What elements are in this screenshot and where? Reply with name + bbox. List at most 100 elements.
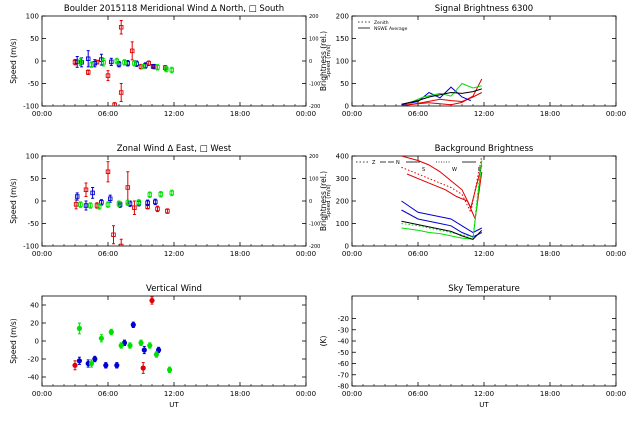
background-plot-area — [401, 156, 483, 240]
vertical-point-red — [149, 297, 155, 304]
background-title: Background Brightness — [435, 144, 534, 154]
zonal-xtick-label: 18:00 — [230, 250, 250, 258]
zonal-point-red — [118, 243, 124, 246]
zonal-ytick-label: -50 — [28, 220, 39, 228]
vertical-point-blue — [114, 362, 120, 368]
vertical-point-blue — [103, 362, 109, 368]
meridional-ytick-right-label: -200 — [309, 104, 320, 110]
vertical-plot-area — [72, 296, 173, 374]
meridional-ytick-right-label: 0 — [309, 59, 312, 65]
zonal-point-green — [125, 200, 131, 206]
meridional-xtick-label: 00:00 — [32, 110, 52, 118]
signal-xtick-label: 06:00 — [408, 110, 428, 118]
meridional-title: Boulder 2015118 Meridional Wind ∆ North,… — [64, 4, 284, 14]
meridional-point-red — [85, 69, 91, 75]
meridional-xtick-label: 12:00 — [164, 110, 184, 118]
zonal-plot-area — [73, 161, 175, 246]
meridional-point-blue — [109, 59, 114, 65]
vertical-ylabel: Speed (m/s) — [9, 318, 18, 364]
meridional-point-green — [169, 67, 175, 73]
signal-ytick-label: 150 — [336, 35, 349, 43]
zonal-point-blue — [83, 203, 89, 208]
signal-plot-area — [401, 78, 483, 106]
zonal-point-green — [96, 204, 102, 209]
sky-ytick-label: -40 — [338, 338, 349, 346]
meridional-point-red — [105, 73, 111, 78]
vertical-point-green — [76, 325, 82, 331]
background-series-black — [401, 220, 483, 240]
meridional-chart: Boulder 2015118 Meridional Wind ∆ North,… — [9, 4, 332, 118]
sky-ytick-label: -30 — [338, 326, 349, 334]
meridional-ytick-label: -100 — [23, 103, 39, 111]
meridional-point-red — [118, 25, 124, 30]
background-plot-frame — [351, 155, 617, 247]
meridional-ytick-right-label: -100 — [309, 82, 320, 88]
meridional-point-green — [122, 60, 127, 65]
meridional-point-blue — [85, 56, 91, 62]
vertical-xtick-label: 18:00 — [230, 390, 250, 398]
vertical-point-green — [127, 342, 133, 349]
background-series-red1 — [401, 156, 483, 210]
zonal-point-red — [83, 187, 89, 192]
background-series-blue1 — [401, 200, 483, 234]
signal-series-blue — [401, 86, 471, 106]
meridional-point-blue — [150, 64, 156, 69]
zonal-ytick-right-label: 100 — [309, 177, 319, 183]
zonal-point-red — [111, 232, 116, 237]
vertical-xlabel: UT — [169, 401, 179, 409]
meridional-ytick-label: 50 — [30, 35, 39, 43]
vertical-ytick-label: 40 — [30, 302, 39, 310]
meridional-plot-area — [72, 20, 175, 106]
signal-xtick-label: 18:00 — [540, 110, 560, 118]
meridional-point-green — [164, 66, 169, 72]
vertical-ytick-label: 20 — [30, 320, 39, 328]
vertical-point-green — [88, 360, 95, 367]
vertical-xtick-label: 00:00 — [296, 390, 316, 398]
vertical-point-blue — [141, 347, 147, 353]
meridional-ytick-right-label: 100 — [309, 37, 319, 43]
sky-xtick-label: 00:00 — [606, 390, 626, 398]
vertical-point-blue — [76, 358, 82, 364]
vertical-chart: Vertical Wind 00:00 06:00 12:00 18:00 00:00 -4… — [9, 284, 316, 409]
zonal-point-green — [158, 191, 164, 197]
background-series-red3 — [406, 171, 483, 221]
background-legend-letter-n: N — [396, 160, 400, 166]
meridional-point-red — [129, 48, 135, 54]
background-ytick-label: 200 — [336, 198, 349, 206]
zonal-xtick-label: 12:00 — [164, 250, 184, 258]
vertical-point-green — [108, 329, 114, 335]
sky-title: Sky Temperature — [448, 284, 520, 294]
background-legend-letter-e: E — [478, 167, 481, 173]
zonal-ytick-label: 100 — [26, 153, 39, 161]
zonal-xtick-label: 00:00 — [32, 250, 52, 258]
background-xtick-label: 00:00 — [342, 250, 362, 258]
sky-plot-frame — [351, 295, 617, 387]
zonal-plot-frame — [41, 155, 307, 247]
meridional-point-blue — [79, 60, 84, 65]
vertical-point-green — [98, 335, 104, 341]
sky-ytick-label: -70 — [338, 371, 349, 379]
sky-xtick-label: 06:00 — [408, 390, 428, 398]
vertical-xtick-label: 00:00 — [32, 390, 52, 398]
sky-ytick-label: -50 — [338, 349, 349, 357]
background-ytick-label: 300 — [336, 175, 349, 183]
meridional-xtick-label: 00:00 — [296, 110, 316, 118]
background-legend-letter-z: Z — [372, 160, 376, 166]
signal-ytick-label: 200 — [336, 13, 349, 21]
signal-title: Signal Brightness 6300 — [435, 4, 533, 14]
sky-ytick-label: -80 — [338, 383, 349, 391]
background-series-green1 — [401, 156, 483, 238]
meridional-point-green — [155, 65, 160, 70]
signal-xtick-label: 00:00 — [606, 110, 626, 118]
zonal-point-blue — [74, 194, 80, 199]
sky-xtick-label: 00:00 — [342, 390, 362, 398]
vertical-point-green — [147, 342, 153, 349]
signal-chart: Signal Brightness 6300 00:00 06:00 12:00 18:… — [319, 4, 626, 118]
background-legend-letter-s: S — [422, 167, 425, 173]
meridional-ytick-label: 0 — [35, 58, 39, 66]
zonal-xtick-label: 06:00 — [98, 250, 118, 258]
signal-legend-zenith: Zenith — [374, 20, 389, 26]
zonal-point-red — [132, 205, 137, 210]
